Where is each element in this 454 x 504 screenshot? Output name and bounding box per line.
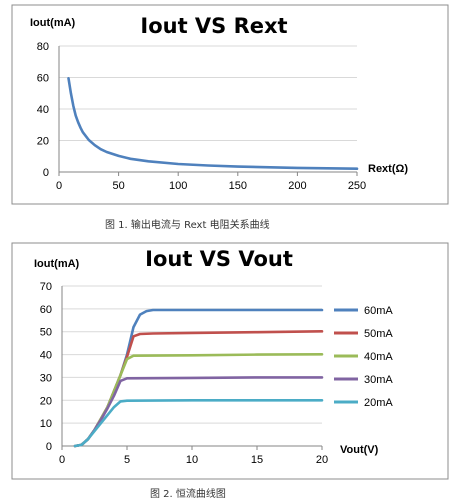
y-tick-label: 70 <box>40 281 52 293</box>
chart-1-x-axis-label: Rext(Ω) <box>368 163 408 175</box>
chart-1-title: Iout VS Rext <box>140 14 287 38</box>
x-tick-label: 150 <box>229 180 247 192</box>
y-tick-label: 10 <box>40 418 52 430</box>
chart-1-caption: 图 1. 输出电流与 Rext 电阻关系曲线 <box>105 218 270 231</box>
y-tick-label: 0 <box>43 167 49 179</box>
chart-1: 0 20 40 60 80 0 50 100 150 200 250 Iout VS Rext I… <box>11 4 449 205</box>
x-tick-label: 200 <box>288 180 306 192</box>
y-tick-label: 20 <box>37 136 49 148</box>
chart-2: 0 10 20 30 40 50 60 70 0 5 10 15 20 60mA 50mA 40mA 30m… <box>11 242 449 480</box>
chart-2-y-axis-label: Iout(mA) <box>34 258 80 270</box>
x-tick-label: 10 <box>186 454 198 466</box>
chart-1-frame <box>11 4 449 205</box>
x-tick-label: 50 <box>112 180 124 192</box>
x-tick-label: 0 <box>56 180 62 192</box>
y-tick-label: 60 <box>37 73 49 85</box>
legend-label: 30mA <box>364 374 393 386</box>
legend-label: 20mA <box>364 397 393 409</box>
chart-1-y-axis-label: Iout(mA) <box>30 17 76 29</box>
y-tick-label: 40 <box>37 104 49 116</box>
x-tick-label: 100 <box>169 180 187 192</box>
y-tick-label: 0 <box>46 441 52 453</box>
chart-2-y-ticks: 0 10 20 30 40 50 60 70 <box>40 281 52 453</box>
chart-1-series <box>67 77 359 170</box>
y-tick-label: 20 <box>40 395 52 407</box>
chart-2-caption: 图 2. 恒流曲线图 <box>150 487 226 500</box>
x-tick-label: 250 <box>348 180 366 192</box>
y-tick-label: 80 <box>37 41 49 53</box>
x-tick-label: 15 <box>251 454 263 466</box>
x-tick-label: 20 <box>316 454 328 466</box>
series-line-20mA <box>73 398 324 448</box>
chart-2-series <box>73 308 324 448</box>
y-tick-label: 60 <box>40 304 52 316</box>
legend-label: 60mA <box>364 305 393 317</box>
x-tick-label: 0 <box>59 454 65 466</box>
chart-2-legend: 60mA 50mA 40mA 30mA 20mA <box>334 305 393 409</box>
y-tick-label: 40 <box>40 350 52 362</box>
chart-1-x-ticks: 0 50 100 150 200 250 <box>56 172 366 192</box>
chart-2-x-ticks: 0 5 10 15 20 <box>59 446 328 466</box>
chart-1-gridlines <box>58 45 357 173</box>
chart-2-title: Iout VS Vout <box>145 247 293 271</box>
y-tick-label: 50 <box>40 327 52 339</box>
y-tick-label: 30 <box>40 372 52 384</box>
chart-2-frame <box>11 242 449 480</box>
x-tick-label: 5 <box>124 454 130 466</box>
chart-1-y-ticks: 0 20 40 60 80 <box>37 41 49 179</box>
series-line-series-1 <box>67 77 359 170</box>
legend-label: 50mA <box>364 328 393 340</box>
legend-label: 40mA <box>364 351 393 363</box>
chart-2-x-axis-label: Vout(V) <box>340 444 379 456</box>
